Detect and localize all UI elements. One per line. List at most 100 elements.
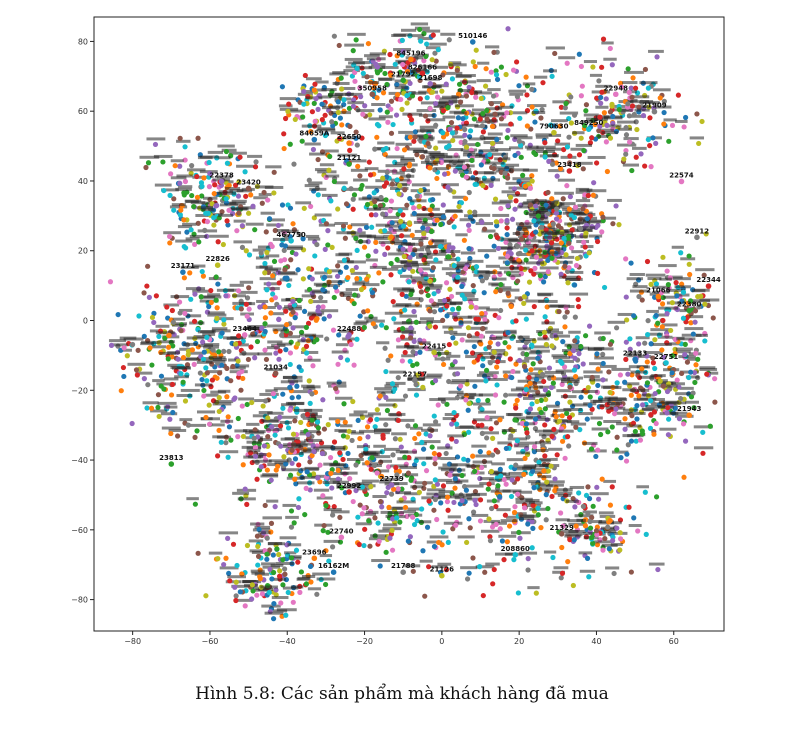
scatter-point: [636, 341, 642, 347]
scatter-point: [600, 36, 607, 42]
overlap-label-glyph: [397, 249, 418, 253]
overlap-label-glyph: [552, 100, 572, 104]
overlap-label-glyph: [269, 218, 285, 222]
x-tick-label: 60: [669, 637, 679, 646]
scatter-point: [264, 249, 270, 256]
scatter-point: [451, 262, 457, 269]
scatter-point: [465, 407, 471, 413]
scatter-point: [280, 582, 286, 588]
overlap-label-glyph: [411, 34, 424, 38]
overlap-label-glyph: [448, 63, 467, 67]
scatter-point: [266, 281, 272, 287]
scatter-point: [617, 530, 623, 536]
scatter-point: [282, 243, 289, 249]
overlap-label-glyph: [570, 422, 587, 426]
overlap-label-glyph: [251, 550, 266, 554]
labeled-point: [218, 178, 225, 185]
overlap-label-glyph: [483, 136, 498, 140]
overlap-label-glyph: [491, 283, 505, 287]
overlap-label-glyph: [494, 148, 511, 152]
overlap-label-glyph: [200, 155, 219, 159]
scatter-point: [304, 350, 310, 356]
scatter-point: [508, 493, 515, 500]
overlap-label-glyph: [395, 450, 409, 454]
overlap-label-glyph: [241, 580, 262, 584]
scatter-point: [226, 207, 232, 213]
scatter-point: [580, 166, 586, 172]
overlap-label-glyph: [347, 457, 364, 461]
scatter-point: [543, 492, 549, 498]
scatter-point: [590, 192, 596, 198]
scatter-point: [584, 416, 590, 422]
scatter-point: [594, 95, 600, 101]
scatter-point: [276, 356, 282, 362]
overlap-label-glyph: [445, 155, 461, 159]
scatter-point: [471, 359, 477, 365]
scatter-point: [463, 93, 470, 99]
scatter-point: [467, 525, 473, 531]
overlap-label-glyph: [196, 360, 213, 364]
scatter-point: [220, 241, 226, 248]
scatter-point: [566, 160, 573, 166]
scatter-point: [424, 524, 431, 530]
overlap-label-glyph: [393, 33, 412, 37]
overlap-label-glyph: [526, 412, 546, 416]
scatter-point: [385, 245, 391, 251]
overlap-label-glyph: [334, 92, 354, 96]
scatter-point: [310, 146, 317, 153]
overlap-label-glyph: [231, 584, 252, 588]
scatter-point: [402, 454, 408, 460]
scatter-point: [302, 511, 308, 518]
scatter-point: [596, 420, 603, 427]
overlap-label-glyph: [261, 604, 281, 608]
overlap-label-glyph: [167, 363, 183, 367]
scatter-point: [565, 434, 571, 440]
scatter-point: [289, 395, 295, 401]
scatter-point: [377, 499, 384, 505]
scatter-point: [339, 122, 345, 128]
scatter-point: [288, 524, 295, 530]
overlap-label-glyph: [633, 397, 648, 401]
scatter-point: [296, 364, 302, 370]
scatter-point: [244, 295, 251, 301]
scatter-point: [430, 196, 436, 203]
scatter-point: [595, 447, 601, 453]
overlap-label-glyph: [385, 381, 406, 385]
scatter-point: [531, 271, 537, 277]
scatter-point: [495, 359, 501, 365]
scatter-point: [400, 212, 406, 218]
point-label: 22415: [422, 342, 446, 350]
overlap-label-glyph: [617, 120, 636, 124]
overlap-label-glyph: [674, 285, 691, 289]
overlap-label-glyph: [488, 478, 503, 482]
scatter-point: [345, 450, 351, 457]
scatter-point: [431, 543, 438, 550]
overlap-label-glyph: [461, 123, 479, 127]
overlap-label-glyph: [507, 193, 527, 197]
scatter-point: [322, 112, 328, 118]
overlap-label-glyph: [276, 608, 297, 612]
scatter-point: [182, 310, 188, 317]
scatter-point: [374, 470, 380, 476]
scatter-point: [464, 576, 471, 582]
scatter-point: [450, 306, 456, 312]
scatter-point: [702, 338, 708, 344]
scatter-point: [454, 421, 460, 427]
scatter-point: [280, 557, 286, 563]
scatter-point: [156, 333, 162, 340]
overlap-label-glyph: [515, 359, 530, 363]
scatter-point: [228, 437, 234, 443]
overlap-label-glyph: [453, 168, 472, 172]
overlap-label-glyph: [171, 203, 186, 207]
overlap-label-glyph: [262, 516, 282, 520]
overlap-label-glyph: [528, 394, 547, 398]
scatter-point: [262, 260, 268, 267]
scatter-point: [609, 62, 615, 68]
scatter-point: [465, 325, 472, 331]
scatter-point: [684, 359, 691, 365]
scatter-point: [233, 597, 239, 604]
scatter-point: [200, 356, 207, 362]
scatter-point: [661, 354, 667, 360]
scatter-point: [350, 48, 356, 54]
scatter-point: [290, 298, 296, 304]
